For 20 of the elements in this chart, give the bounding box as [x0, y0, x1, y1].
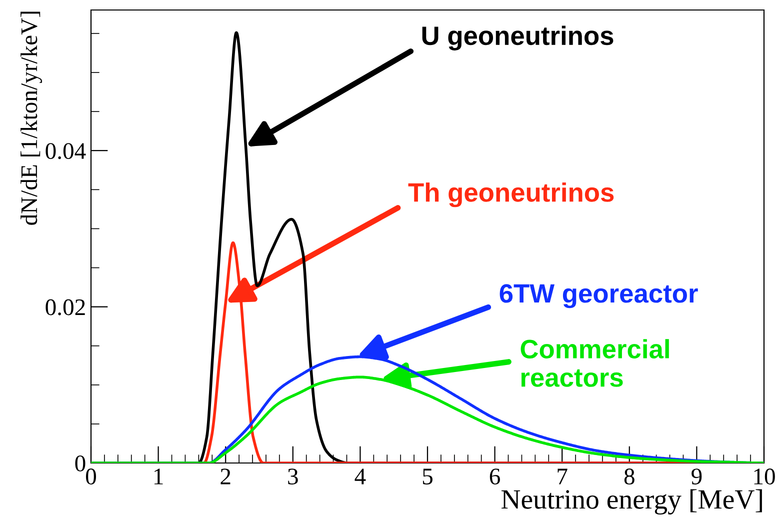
annotation: U geoneutrinos	[422, 26, 614, 50]
y-tick-label: 0.04	[46, 143, 86, 160]
annotation: Commercial reactors	[520, 339, 669, 387]
x-tick-label: 3	[288, 468, 298, 484]
x-tick-label: 5	[422, 468, 432, 484]
annotation: 6TW georeactor	[500, 284, 698, 308]
x-tick-label: 2	[220, 468, 230, 484]
x-tick-label: 10	[754, 468, 775, 484]
x-tick-label: 7	[558, 468, 568, 484]
x-tick-label: 4	[354, 468, 366, 484]
x-axis-title: Neutrino energy [MeV]	[501, 489, 762, 515]
x-tick-label: 0	[86, 468, 96, 484]
x-tick-label: 9	[692, 468, 702, 484]
x-tick-label: 1	[154, 468, 163, 484]
y-tick-label: 0	[75, 455, 86, 472]
y-tick-label: 0.02	[46, 299, 85, 316]
y-axis-title: dN/dE [1/kton/yr/keV]	[20, 12, 42, 225]
x-tick-label: 6	[490, 468, 500, 484]
x-tick-label: 8	[624, 468, 634, 484]
annotation: Th geoneutrinos	[408, 182, 614, 208]
